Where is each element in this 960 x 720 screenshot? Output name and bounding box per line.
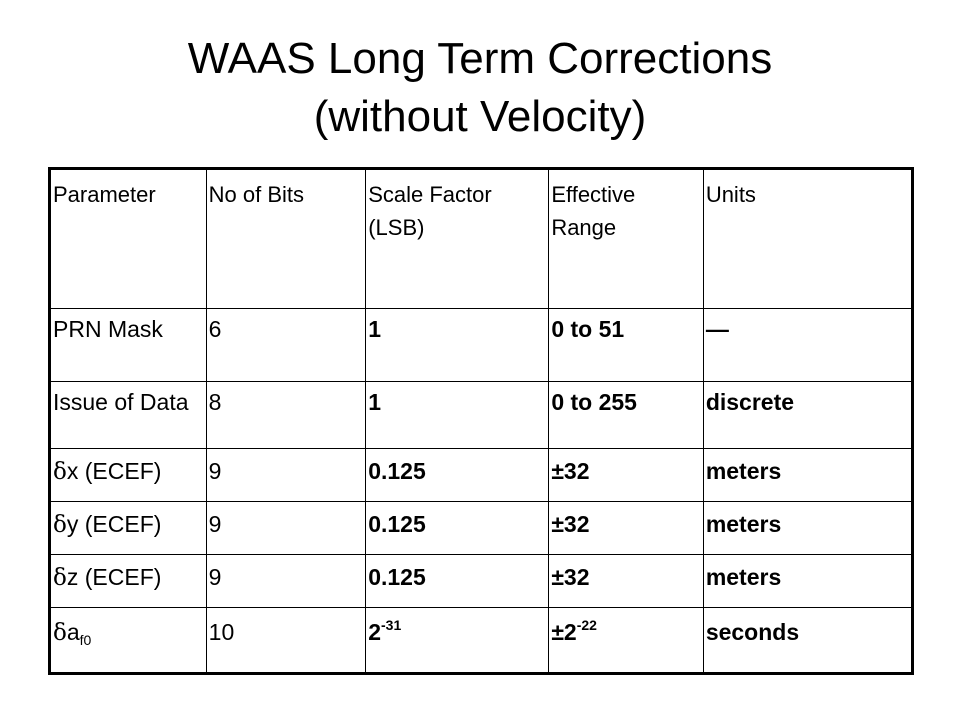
cell-units: discrete: [702, 381, 914, 449]
range-base: ±2: [551, 619, 577, 645]
cell-range: ±32: [548, 501, 704, 555]
cell-parameter: PRN Mask: [49, 308, 207, 382]
slide-title-line-1: WAAS Long Term Corrections: [187, 34, 773, 83]
table-row: δz (ECEF) 9 0.125 ±32 meters: [49, 554, 914, 608]
cell-bits: 9: [205, 554, 367, 608]
cell-scale: 0.125: [365, 501, 550, 555]
cell-parameter: δaf0: [49, 607, 207, 674]
table-row: PRN Mask 6 1 0 to 51 —: [49, 308, 914, 382]
cell-units: meters: [702, 448, 914, 502]
param-subscript: f0: [79, 632, 92, 648]
scale-base: 2: [368, 619, 381, 645]
slide-title: WAAS Long Term Corrections (without Velo…: [0, 30, 960, 146]
cell-range: ±32: [548, 554, 704, 608]
header-cell-scale-factor: Scale Factor (LSB): [365, 168, 550, 309]
header-cell-units: Units: [702, 168, 914, 309]
cell-parameter: δy (ECEF): [49, 501, 207, 555]
cell-units: meters: [702, 501, 914, 555]
table-row: δy (ECEF) 9 0.125 ±32 meters: [49, 501, 914, 555]
cell-units: —: [702, 308, 914, 382]
cell-bits: 10: [205, 607, 367, 674]
table-row: δx (ECEF) 9 0.125 ±32 meters: [49, 448, 914, 502]
header-cell-parameter: Parameter: [49, 168, 207, 309]
cell-range: ±32: [548, 448, 704, 502]
cell-scale: 0.125: [365, 554, 550, 608]
cell-range: 0 to 255: [548, 381, 704, 449]
cell-scale: 0.125: [365, 448, 550, 502]
table-row: δaf0 10 2-31 ±2-22 seconds: [49, 607, 914, 674]
cell-scale: 1: [365, 381, 550, 449]
cell-parameter: Issue of Data: [49, 381, 207, 449]
table-header-row: Parameter No of Bits Scale Factor (LSB) …: [49, 168, 914, 309]
scale-exponent: -31: [381, 617, 402, 633]
cell-range: ±2-22: [548, 607, 704, 674]
cell-scale: 1: [365, 308, 550, 382]
cell-parameter: δx (ECEF): [49, 448, 207, 502]
slide-title-line-2: (without Velocity): [313, 92, 647, 141]
param-variable: a: [66, 619, 80, 645]
cell-scale: 2-31: [365, 607, 550, 674]
delta-symbol: δ: [53, 620, 67, 646]
delta-symbol: δ: [53, 565, 67, 591]
delta-symbol: δ: [53, 512, 67, 538]
delta-symbol: δ: [53, 459, 67, 485]
cell-parameter: δz (ECEF): [49, 554, 207, 608]
cell-bits: 8: [205, 381, 367, 449]
param-frame: (ECEF): [78, 564, 162, 590]
param-variable: x: [66, 458, 79, 484]
cell-bits: 9: [205, 501, 367, 555]
param-variable: y: [66, 511, 79, 537]
cell-units: meters: [702, 554, 914, 608]
header-cell-effective-range: Effective Range: [548, 168, 704, 309]
cell-units: seconds: [702, 607, 914, 674]
range-exponent: -22: [576, 617, 597, 633]
param-frame: (ECEF): [78, 511, 162, 537]
cell-range: 0 to 51: [548, 308, 704, 382]
param-frame: (ECEF): [78, 458, 162, 484]
table-row: Issue of Data 8 1 0 to 255 discrete: [49, 381, 914, 449]
param-variable: z: [66, 564, 79, 590]
cell-bits: 6: [205, 308, 367, 382]
cell-bits: 9: [205, 448, 367, 502]
parameters-table: Parameter No of Bits Scale Factor (LSB) …: [48, 167, 914, 675]
header-cell-bits: No of Bits: [205, 168, 367, 309]
